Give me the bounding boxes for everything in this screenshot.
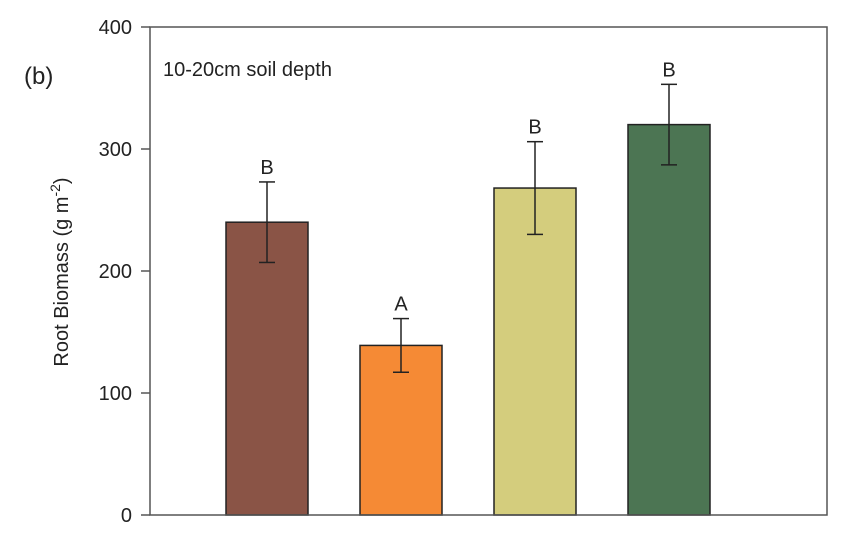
- chart-subtitle: 10-20cm soil depth: [163, 59, 332, 81]
- bar: [225, 221, 309, 516]
- y-axis-label-main: Root Biomass (g m: [51, 197, 73, 367]
- significance-labels: B A B B: [260, 59, 675, 315]
- bar: [359, 344, 443, 516]
- significance-label: B: [528, 117, 541, 139]
- significance-label: A: [394, 294, 408, 316]
- y-axis-label-sup: -2: [47, 184, 63, 197]
- panel-label: (b): [24, 63, 53, 90]
- y-axis-label: Root Biomass (g m-2): [47, 177, 73, 366]
- bar-series: [225, 123, 711, 516]
- y-axis-ticks: 0 100 200 300 400: [99, 17, 150, 527]
- y-tick-label: 0: [121, 505, 132, 527]
- y-tick-label: 200: [99, 261, 132, 283]
- y-tick-label: 300: [99, 139, 132, 161]
- bar: [627, 123, 711, 516]
- y-tick-label: 100: [99, 383, 132, 405]
- y-axis-label-end: ): [51, 177, 73, 184]
- significance-label: B: [260, 157, 273, 179]
- bar: [493, 187, 577, 516]
- plot-frame: [149, 26, 828, 516]
- significance-label: B: [662, 59, 675, 81]
- error-bars: [259, 83, 677, 374]
- y-tick-label: 400: [99, 17, 132, 39]
